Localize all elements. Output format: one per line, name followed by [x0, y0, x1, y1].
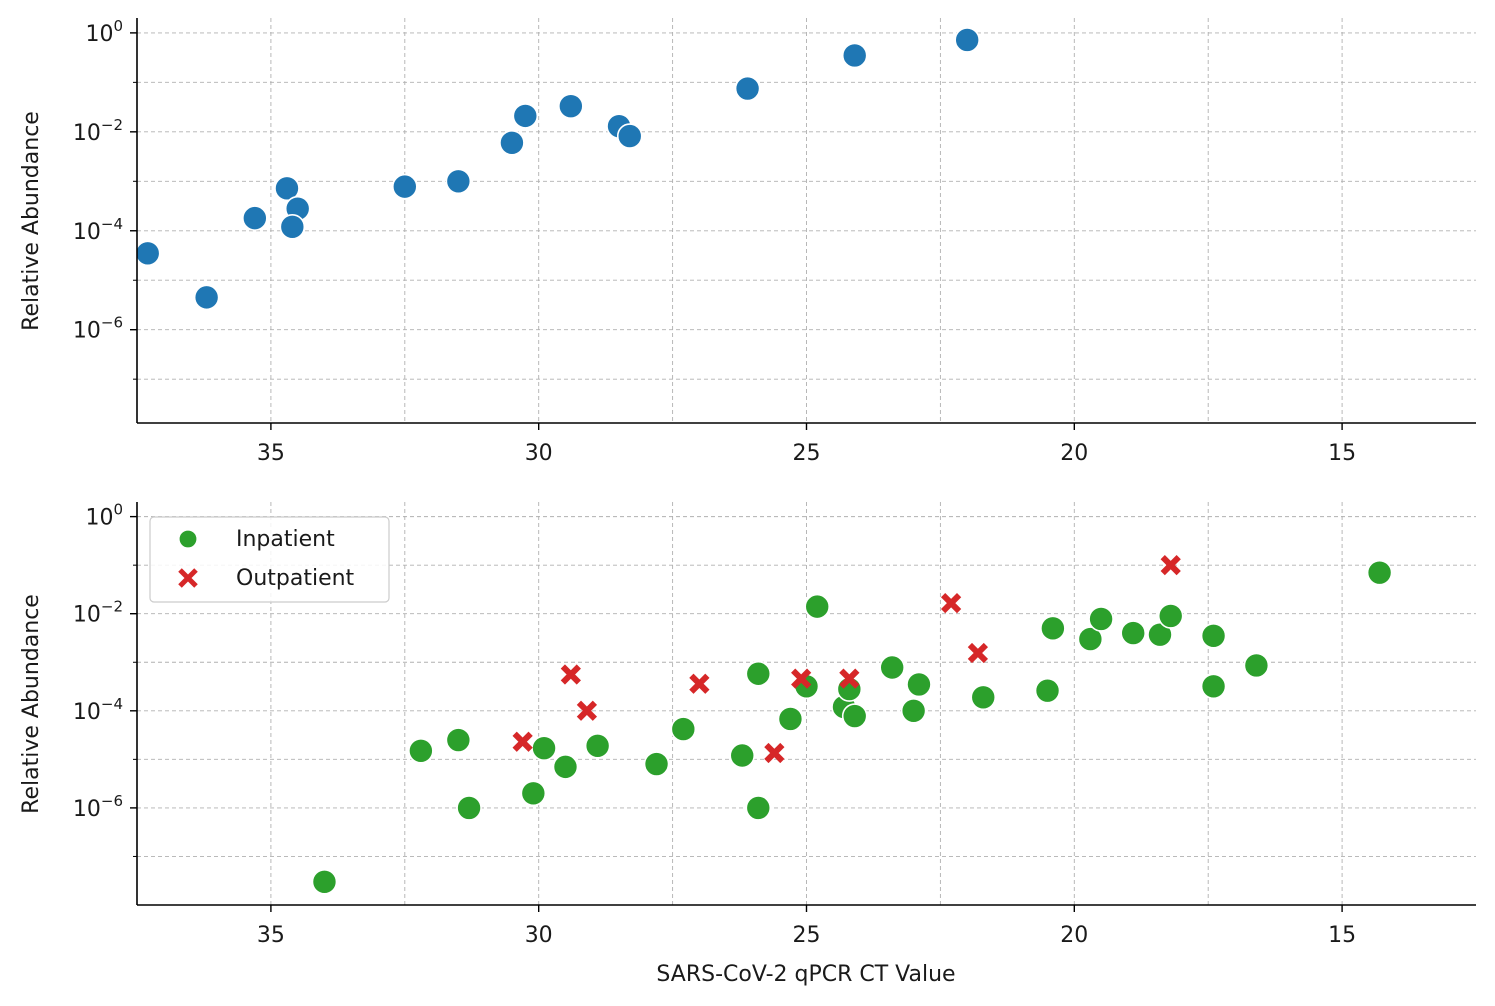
outpatient-point — [791, 668, 812, 689]
top-panel: 35 30 25 20 15 100 10−2 10−4 10−6 Relative Abun… — [19, 17, 1476, 466]
data-point — [279, 214, 306, 240]
legend-outpatient-marker — [178, 568, 198, 588]
inpatient-point — [841, 703, 868, 729]
inpatient-point — [1200, 673, 1227, 700]
y-tick-label: 10−2 — [73, 116, 123, 146]
x-tick-label: 15 — [1328, 441, 1356, 466]
data-point — [134, 240, 161, 267]
data-point — [242, 205, 268, 231]
inpatient-point — [1157, 603, 1184, 629]
inpatient-point — [745, 660, 772, 687]
inpatient-point — [1040, 615, 1066, 642]
outpatient-point — [576, 700, 598, 721]
y-tick-label: 100 — [85, 501, 123, 531]
inpatient-point — [1200, 623, 1227, 649]
outpatient-point — [967, 642, 989, 664]
data-point — [954, 27, 980, 53]
inpatient-point — [777, 706, 804, 732]
data-point — [274, 175, 300, 202]
outpatient-point — [839, 668, 860, 689]
inpatient-point — [879, 654, 905, 681]
y-tick-label: 10−4 — [73, 215, 123, 245]
x-tick-label: 25 — [793, 923, 821, 948]
inpatient-point — [520, 780, 547, 807]
data-point — [193, 284, 220, 311]
inpatient-point — [643, 751, 670, 777]
x-tick-label: 20 — [1060, 441, 1088, 466]
inpatient-point — [1088, 606, 1114, 632]
data-point — [734, 75, 761, 102]
inpatient-point — [445, 727, 472, 753]
inpatient-point — [1243, 652, 1270, 679]
top-grid — [137, 18, 1476, 423]
data-point — [841, 42, 868, 69]
inpatient-point — [906, 671, 932, 698]
bottom-x-axis-label: SARS-CoV-2 qPCR CT Value — [656, 962, 955, 987]
legend-outpatient-label: Outpatient — [236, 566, 355, 591]
inpatient-point — [729, 742, 756, 769]
bottom-points — [311, 555, 1393, 895]
inpatient-point — [745, 795, 772, 821]
x-tick-label: 30 — [525, 441, 553, 466]
x-tick-label: 35 — [257, 923, 285, 948]
data-point — [616, 123, 643, 149]
inpatient-point — [311, 869, 338, 895]
data-point — [512, 103, 539, 129]
top-y-axis-label: Relative Abundance — [19, 111, 44, 331]
inpatient-point — [584, 733, 611, 759]
inpatient-point — [1120, 620, 1147, 646]
top-x-ticks: 35 30 25 20 15 — [257, 423, 1356, 466]
bottom-y-axis-label: Relative Abundance — [19, 594, 44, 814]
inpatient-point — [1077, 626, 1104, 652]
inpatient-point — [1034, 677, 1061, 704]
y-tick-label: 10−6 — [73, 792, 123, 822]
legend-inpatient-marker — [178, 529, 198, 549]
inpatient-point — [408, 738, 434, 764]
bottom-y-ticks: 100 10−2 10−4 10−6 — [73, 501, 137, 857]
legend-box — [149, 516, 390, 603]
inpatient-point — [531, 735, 557, 761]
data-point — [558, 93, 584, 119]
bottom-panel: 35 30 25 20 15 100 10−2 10−4 10−6 Relative Abun… — [19, 501, 1476, 987]
bottom-x-ticks: 35 30 25 20 15 — [257, 905, 1356, 948]
outpatient-point — [1160, 555, 1181, 576]
inpatient-point — [670, 716, 697, 742]
top-points — [134, 27, 980, 311]
x-tick-label: 15 — [1328, 923, 1356, 948]
x-tick-label: 35 — [257, 441, 285, 466]
data-point — [499, 130, 525, 156]
y-tick-label: 10−4 — [73, 695, 123, 725]
outpatient-point — [512, 731, 533, 752]
y-tick-label: 10−6 — [73, 314, 123, 344]
legend: Inpatient Outpatient — [149, 516, 390, 603]
inpatient-point — [970, 684, 997, 711]
inpatient-point — [1366, 559, 1393, 586]
outpatient-point — [764, 742, 785, 764]
inpatient-point — [552, 754, 579, 780]
top-y-ticks: 100 10−2 10−4 10−6 — [73, 17, 137, 380]
inpatient-point — [900, 698, 927, 724]
y-tick-label: 10−2 — [73, 598, 123, 628]
outpatient-point — [560, 664, 581, 685]
outpatient-point — [940, 593, 962, 614]
outpatient-point — [689, 673, 710, 694]
data-point — [445, 168, 472, 195]
x-tick-label: 20 — [1060, 923, 1088, 948]
data-point — [391, 173, 418, 200]
inpatient-point — [804, 593, 831, 620]
legend-inpatient-label: Inpatient — [236, 527, 335, 552]
y-tick-label: 100 — [85, 17, 123, 47]
x-tick-label: 30 — [525, 923, 553, 948]
x-tick-label: 25 — [793, 441, 821, 466]
inpatient-point — [456, 795, 482, 821]
